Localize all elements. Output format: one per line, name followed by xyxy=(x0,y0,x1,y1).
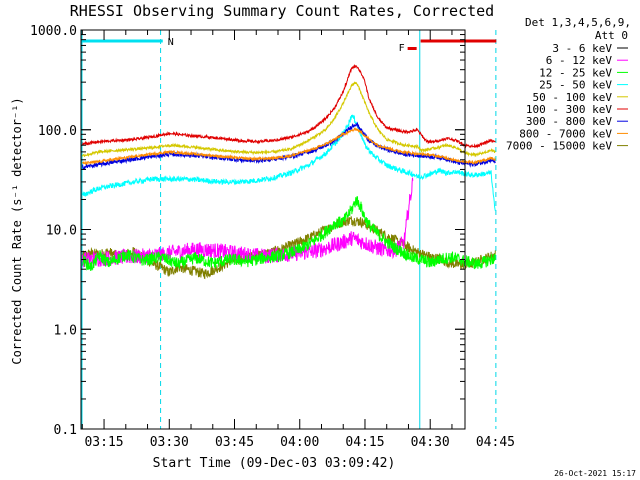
attenuator-band-layer: NF xyxy=(82,37,497,54)
band-label-f: F xyxy=(399,43,405,54)
timestamp: 26-Oct-2021 15:17 xyxy=(554,469,636,478)
legend-entry-label: 12 - 25 keV xyxy=(539,66,612,79)
x-tick-labels: 03:15 03:30 03:45 04:00 04:15 04:30 04:45 xyxy=(84,435,515,450)
series-layer xyxy=(81,64,496,280)
axis-tick-layer xyxy=(81,29,465,430)
series-line-800-7000-kev xyxy=(82,127,496,166)
series-line-12-25-kev xyxy=(81,196,496,272)
y-tick-label: 10.0 xyxy=(46,224,77,239)
series-line-25-50-kev xyxy=(81,114,496,211)
x-tick-label: 03:45 xyxy=(215,435,254,450)
band-label-n: N xyxy=(168,37,174,48)
legend-entry-label: 300 - 800 keV xyxy=(526,115,612,128)
legend-entry-label: 3 - 6 keV xyxy=(552,42,612,55)
legend-entry-label: 6 - 12 keV xyxy=(546,54,613,67)
x-tick-label: 04:30 xyxy=(411,435,450,450)
y-axis-label: Corrected Count Rate (s⁻¹ detector⁻¹) xyxy=(10,97,24,364)
y-tick-label: 100.0 xyxy=(38,124,77,139)
x-tick-label: 03:15 xyxy=(84,435,123,450)
plot-frame xyxy=(80,29,466,430)
series-line-100-300-kev xyxy=(81,64,496,149)
legend-header-detectors: Det 1,3,4,5,6,9, xyxy=(525,16,631,29)
y-tick-label: 0.1 xyxy=(54,423,77,438)
x-tick-label: 03:30 xyxy=(150,435,189,450)
x-tick-label: 04:15 xyxy=(345,435,384,450)
chart-title: RHESSI Observing Summary Count Rates, Co… xyxy=(70,2,494,20)
x-axis-label: Start Time (09-Dec-03 03:09:42) xyxy=(153,456,396,471)
legend-entry-label: 100 - 300 keV xyxy=(526,103,612,116)
legend-entry-label: 7000 - 15000 keV xyxy=(506,140,612,153)
flare-flag-marker xyxy=(407,47,417,50)
y-tick-labels: 0.1 1.0 10.0 100.0 1000.0 xyxy=(30,24,77,438)
legend-entry-label: 50 - 100 keV xyxy=(533,91,613,104)
vertical-marker-layer xyxy=(80,30,497,429)
x-tick-label: 04:00 xyxy=(280,435,319,450)
legend-header-attenuator: Att 0 xyxy=(595,29,628,42)
series-line-300-800-kev xyxy=(81,121,496,171)
series-line-50-100-kev xyxy=(81,81,496,158)
y-tick-label: 1000.0 xyxy=(30,24,77,39)
legend-entry-label: 25 - 50 keV xyxy=(539,79,612,92)
x-tick-label: 04:45 xyxy=(476,435,515,450)
y-tick-label: 1.0 xyxy=(54,323,77,338)
legend-entry-label: 800 - 7000 keV xyxy=(519,127,612,140)
